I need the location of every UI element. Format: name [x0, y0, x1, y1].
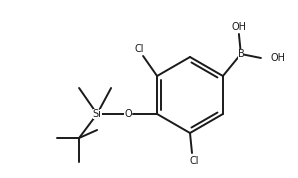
Text: B: B: [238, 49, 244, 59]
Text: OH: OH: [232, 22, 246, 32]
Text: OH: OH: [271, 53, 286, 63]
Text: Cl: Cl: [189, 156, 199, 166]
Text: O: O: [124, 109, 132, 119]
Text: Cl: Cl: [134, 44, 144, 54]
Text: Si: Si: [93, 109, 102, 119]
